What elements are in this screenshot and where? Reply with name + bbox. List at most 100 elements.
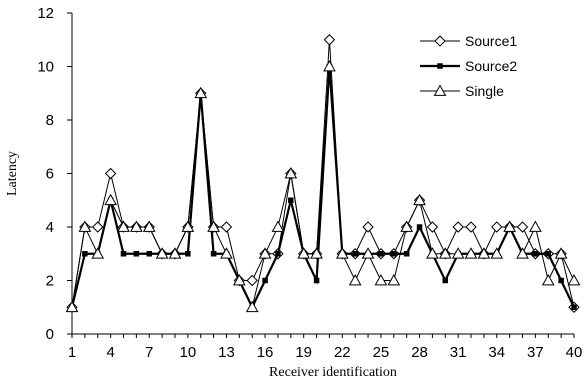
data-point-single xyxy=(258,247,272,259)
data-point-source1 xyxy=(465,221,477,233)
data-point-single xyxy=(297,247,311,259)
data-point-source2 xyxy=(120,251,127,257)
data-point-source2 xyxy=(558,277,564,284)
data-point-single xyxy=(361,247,375,259)
legend-item-single: Single xyxy=(420,83,504,99)
data-point-single xyxy=(168,247,182,259)
x-tick-label: 19 xyxy=(295,344,312,361)
data-point-single xyxy=(220,247,233,259)
x-tick-label: 34 xyxy=(488,344,505,361)
y-tick-label: 12 xyxy=(37,5,54,22)
data-point-source2 xyxy=(185,251,191,257)
legend-swatch-marker xyxy=(433,84,447,96)
data-point-source2 xyxy=(378,251,384,257)
series-source2 xyxy=(69,63,577,310)
legend-item-source2: Source2 xyxy=(420,58,517,74)
data-point-single xyxy=(464,247,478,259)
data-point-single xyxy=(426,247,439,259)
data-point-single xyxy=(284,166,298,179)
data-point-source1 xyxy=(104,167,117,180)
legend-swatch-marker xyxy=(434,35,446,47)
x-tick-label: 10 xyxy=(180,344,197,361)
data-point-source1 xyxy=(452,221,464,233)
data-point-single xyxy=(503,220,516,232)
data-point-single xyxy=(117,220,130,232)
data-point-single xyxy=(207,220,220,232)
data-point-single xyxy=(529,220,542,232)
data-point-single xyxy=(438,247,452,259)
x-tick-label: 40 xyxy=(566,344,583,361)
legend-item-source1: Source1 xyxy=(420,33,517,49)
x-tick-label: 28 xyxy=(411,344,428,361)
x-tick-label: 31 xyxy=(450,344,467,361)
data-point-source2 xyxy=(275,251,281,257)
data-point-source2 xyxy=(133,251,140,257)
data-point-source2 xyxy=(571,304,577,310)
data-point-single xyxy=(91,247,105,259)
series-line-source2 xyxy=(70,66,575,310)
data-point-single xyxy=(323,59,336,72)
data-point-single xyxy=(142,220,156,232)
data-point-source2 xyxy=(352,251,358,257)
data-point-source2 xyxy=(391,251,397,257)
data-point-source2 xyxy=(416,224,423,230)
data-point-source2 xyxy=(442,277,449,284)
data-point-single xyxy=(271,220,285,232)
data-point-source1 xyxy=(246,274,258,287)
data-point-source2 xyxy=(210,251,217,257)
data-point-single xyxy=(78,220,92,232)
data-point-source1 xyxy=(516,221,529,233)
data-point-single xyxy=(413,193,426,206)
y-tick-label: 0 xyxy=(46,326,54,343)
data-point-single xyxy=(232,273,246,286)
data-point-single xyxy=(554,247,568,259)
y-axis-title: Latency xyxy=(5,151,20,196)
data-point-source2 xyxy=(545,251,552,257)
y-tick-label: 8 xyxy=(46,112,54,129)
x-tick-label: 4 xyxy=(106,344,114,361)
data-point-single xyxy=(374,273,388,286)
data-point-single xyxy=(400,220,414,232)
data-point-single xyxy=(65,300,79,313)
data-point-single xyxy=(477,247,491,259)
x-tick-label: 37 xyxy=(527,344,544,361)
x-tick-label: 13 xyxy=(218,344,235,361)
data-point-single xyxy=(490,247,504,259)
x-tick-label: 7 xyxy=(145,344,153,361)
data-point-single xyxy=(130,220,143,232)
data-point-source2 xyxy=(403,251,410,257)
data-point-single xyxy=(541,273,555,286)
x-tick-label: 25 xyxy=(373,344,390,361)
data-point-source2 xyxy=(82,251,88,257)
data-point-single xyxy=(451,247,465,259)
data-point-source2 xyxy=(532,251,539,257)
data-point-single xyxy=(245,300,259,313)
x-tick-label: 16 xyxy=(257,344,274,361)
data-point-source1 xyxy=(92,221,104,233)
chart-series-layer xyxy=(65,34,581,313)
x-tick-label: 22 xyxy=(334,344,351,361)
data-point-single xyxy=(310,247,323,259)
y-tick-label: 10 xyxy=(37,59,54,76)
legend-label-single: Single xyxy=(465,83,504,99)
legend-label-source1: Source1 xyxy=(465,33,517,49)
data-point-source2 xyxy=(262,277,268,284)
y-tick-label: 2 xyxy=(46,273,54,290)
data-point-single xyxy=(104,193,117,206)
data-point-source1 xyxy=(362,221,374,233)
y-tick-label: 4 xyxy=(46,219,54,236)
data-point-source1 xyxy=(323,34,336,46)
chart-legend: Source1 Source2 Single xyxy=(420,33,517,99)
legend-swatch-marker xyxy=(437,63,443,69)
data-point-single xyxy=(567,273,581,286)
data-point-source1 xyxy=(426,221,439,233)
data-point-source2 xyxy=(288,197,294,203)
data-point-single xyxy=(335,247,349,259)
series-single xyxy=(65,59,581,313)
y-tick-label: 6 xyxy=(46,166,54,183)
data-point-single xyxy=(387,273,401,286)
data-point-source1 xyxy=(220,221,233,233)
